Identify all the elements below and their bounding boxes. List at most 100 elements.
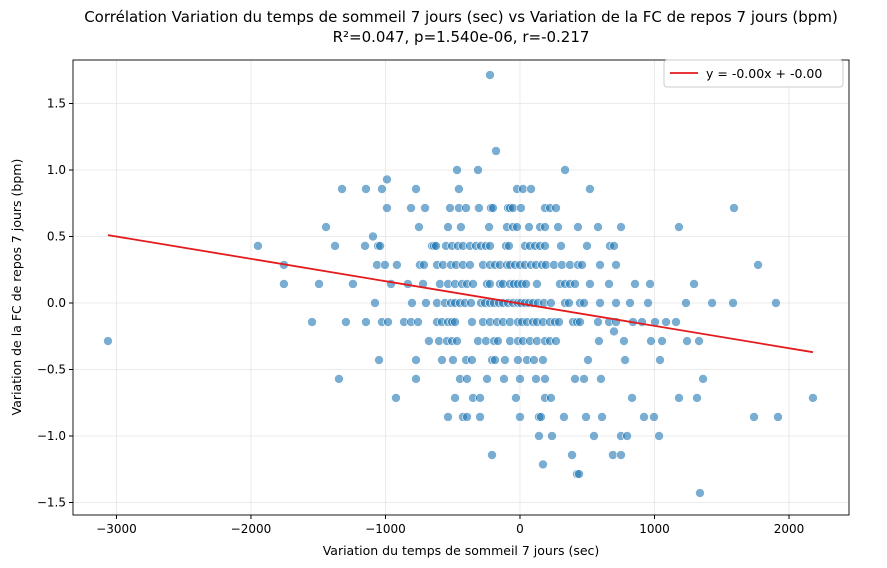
data-point xyxy=(487,450,497,460)
data-point xyxy=(516,203,526,213)
data-point xyxy=(674,222,684,232)
points xyxy=(103,70,818,498)
data-point xyxy=(361,317,371,327)
data-point xyxy=(532,279,542,289)
data-point xyxy=(540,374,550,384)
data-point xyxy=(437,355,447,365)
data-point xyxy=(279,279,289,289)
data-point xyxy=(593,317,603,327)
data-point xyxy=(616,450,626,460)
data-point xyxy=(407,298,417,308)
data-point xyxy=(462,412,472,422)
data-point xyxy=(646,336,656,346)
data-point xyxy=(473,165,483,175)
data-point xyxy=(596,374,606,384)
data-point xyxy=(467,355,477,365)
data-point xyxy=(531,374,541,384)
data-point xyxy=(330,241,340,251)
data-point xyxy=(753,260,763,270)
data-point xyxy=(375,241,385,251)
data-point xyxy=(570,279,580,289)
data-point xyxy=(485,279,495,289)
data-point xyxy=(443,412,453,422)
data-point xyxy=(370,298,380,308)
data-point xyxy=(307,317,317,327)
data-point xyxy=(594,336,604,346)
y-tick-label: 1.0 xyxy=(47,163,66,177)
data-point xyxy=(695,488,705,498)
data-point xyxy=(392,260,402,270)
x-tick-label: 1000 xyxy=(639,522,670,536)
data-point xyxy=(540,222,550,232)
data-point xyxy=(475,412,485,422)
data-point xyxy=(546,393,556,403)
data-point xyxy=(559,412,569,422)
data-point xyxy=(581,412,591,422)
data-point xyxy=(475,393,485,403)
data-point xyxy=(467,317,477,327)
data-point xyxy=(654,431,664,441)
data-point xyxy=(431,241,441,251)
data-point xyxy=(643,298,653,308)
data-point xyxy=(450,393,460,403)
data-point xyxy=(645,279,655,289)
data-point xyxy=(361,184,371,194)
data-point xyxy=(564,298,574,308)
x-tick-label: −3000 xyxy=(96,522,137,536)
data-point xyxy=(491,146,501,156)
data-point xyxy=(657,336,667,346)
data-point xyxy=(513,355,523,365)
data-point xyxy=(625,298,635,308)
y-tick-label: 1.5 xyxy=(47,96,66,110)
data-point xyxy=(557,260,567,270)
x-tick-label: −1000 xyxy=(365,522,406,536)
data-point xyxy=(424,336,434,346)
data-point xyxy=(485,241,495,251)
data-point xyxy=(484,222,494,232)
data-point xyxy=(360,241,370,251)
legend-entry: y = -0.00x + -0.00 xyxy=(706,66,822,81)
data-point xyxy=(482,374,492,384)
data-point xyxy=(570,374,580,384)
data-point xyxy=(619,336,629,346)
data-point xyxy=(521,279,531,289)
data-point xyxy=(574,469,584,479)
data-point xyxy=(674,393,684,403)
data-point xyxy=(515,374,525,384)
data-point xyxy=(532,336,542,346)
data-point xyxy=(609,241,619,251)
data-point xyxy=(573,222,583,232)
data-point xyxy=(707,298,717,308)
data-point xyxy=(452,165,462,175)
data-point xyxy=(380,260,390,270)
chart-title: Corrélation Variation du temps de sommei… xyxy=(84,8,838,26)
data-point xyxy=(411,184,421,194)
data-point xyxy=(538,355,548,365)
data-point xyxy=(321,222,331,232)
data-point xyxy=(692,393,702,403)
data-point xyxy=(536,412,546,422)
data-point xyxy=(630,279,640,289)
data-point xyxy=(488,203,498,213)
y-tick-label: −1.0 xyxy=(37,429,66,443)
data-point xyxy=(445,203,455,213)
data-point xyxy=(348,279,358,289)
data-point xyxy=(579,298,589,308)
data-point xyxy=(616,222,626,232)
data-point xyxy=(771,298,781,308)
data-point xyxy=(609,326,619,337)
y-tick-label: −1.5 xyxy=(37,495,66,509)
data-point xyxy=(499,374,509,384)
data-point xyxy=(448,355,458,365)
data-point xyxy=(682,336,692,346)
data-point xyxy=(420,203,430,213)
x-tick-label: 2000 xyxy=(774,522,805,536)
data-point xyxy=(391,393,401,403)
data-point xyxy=(593,222,603,232)
data-point xyxy=(583,355,593,365)
data-point xyxy=(547,431,557,441)
data-point xyxy=(585,184,595,194)
x-axis-label: Variation du temps de sommeil 7 jours (s… xyxy=(323,543,600,558)
data-point xyxy=(465,260,475,270)
data-point xyxy=(468,279,478,289)
